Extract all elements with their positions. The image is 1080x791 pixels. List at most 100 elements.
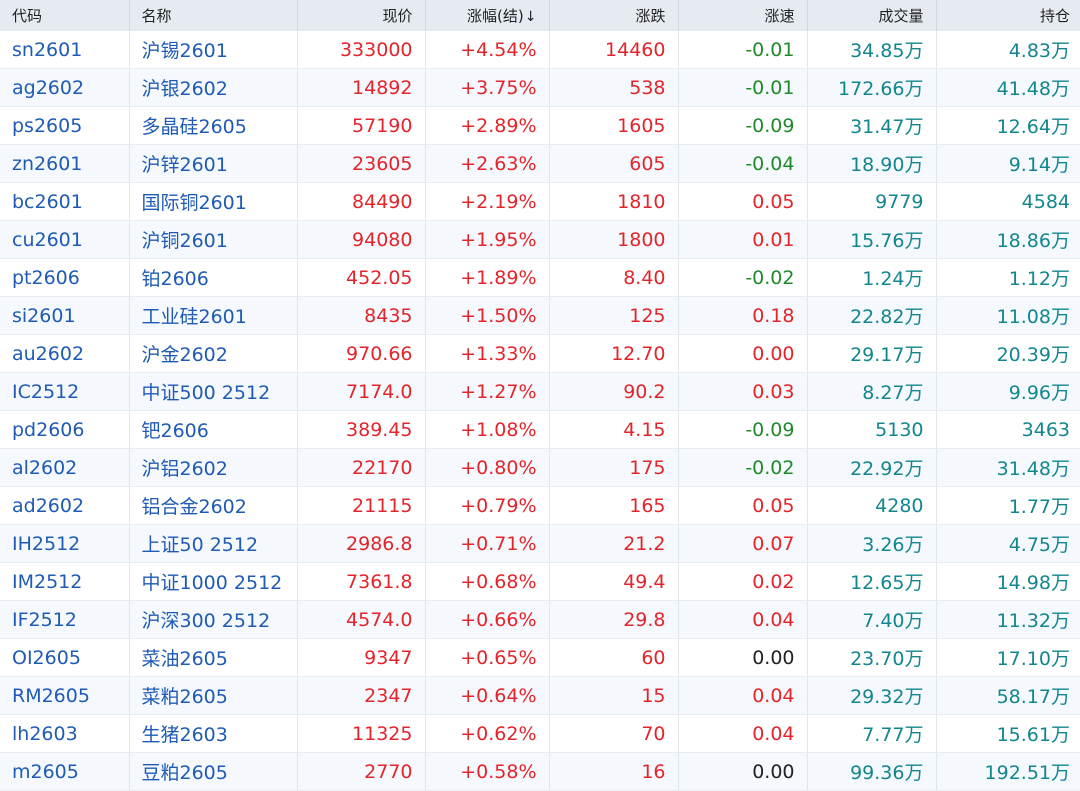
cell-speed: -0.02 bbox=[678, 448, 808, 487]
table-row[interactable]: pd2606 钯2606 389.45 +1.08% 4.15 -0.09 5130 3463 bbox=[0, 410, 1080, 449]
cell-volume: 29.32万 bbox=[807, 676, 937, 715]
cell-name: 国际铜2601 bbox=[129, 182, 298, 221]
cell-code: bc2601 bbox=[0, 182, 130, 221]
cell-name: 沪银2602 bbox=[129, 68, 298, 107]
cell-change: 29.8 bbox=[549, 600, 679, 639]
table-row[interactable]: IH2512 上证50 2512 2986.8 +0.71% 21.2 0.07 3.26万… bbox=[0, 524, 1080, 563]
cell-price: 21115 bbox=[297, 486, 426, 525]
cell-price: 7174.0 bbox=[297, 372, 426, 411]
table-row[interactable]: ag2602 沪银2602 14892 +3.75% 538 -0.01 172.66万 41… bbox=[0, 68, 1080, 107]
table-row[interactable]: al2602 沪铝2602 22170 +0.80% 175 -0.02 22.92万 31.… bbox=[0, 448, 1080, 487]
cell-change-pct: +1.27% bbox=[425, 372, 550, 411]
cell-name: 沪铝2602 bbox=[129, 448, 298, 487]
table-row[interactable]: si2601 工业硅2601 8435 +1.50% 125 0.18 22.82万 11.0… bbox=[0, 296, 1080, 335]
cell-name: 沪铜2601 bbox=[129, 220, 298, 259]
table-row[interactable]: cu2601 沪铜2601 94080 +1.95% 1800 0.01 15.76万 18.… bbox=[0, 220, 1080, 259]
cell-change: 1605 bbox=[549, 106, 679, 145]
cell-volume: 18.90万 bbox=[807, 144, 937, 183]
cell-speed: -0.09 bbox=[678, 410, 808, 449]
cell-volume: 4280 bbox=[807, 486, 937, 525]
cell-open-interest: 31.48万 bbox=[936, 448, 1080, 487]
cell-change: 605 bbox=[549, 144, 679, 183]
table-row[interactable]: IM2512 中证1000 2512 7361.8 +0.68% 49.4 0.02 12.… bbox=[0, 562, 1080, 601]
cell-volume: 12.65万 bbox=[807, 562, 937, 601]
cell-open-interest: 3463 bbox=[936, 410, 1080, 449]
cell-volume: 15.76万 bbox=[807, 220, 937, 259]
header-label: 代码 bbox=[12, 7, 43, 25]
cell-change: 16 bbox=[549, 752, 679, 791]
cell-name: 生猪2603 bbox=[129, 714, 298, 753]
table-row[interactable]: IF2512 沪深300 2512 4574.0 +0.66% 29.8 0.04 7.40… bbox=[0, 600, 1080, 639]
column-header-speed[interactable]: 涨速 bbox=[678, 0, 808, 31]
table-row[interactable]: zn2601 沪锌2601 23605 +2.63% 605 -0.04 18.90万 9.1… bbox=[0, 144, 1080, 183]
cell-code: IF2512 bbox=[0, 600, 130, 639]
cell-change: 175 bbox=[549, 448, 679, 487]
cell-open-interest: 11.08万 bbox=[936, 296, 1080, 335]
cell-speed: -0.09 bbox=[678, 106, 808, 145]
header-label: 持仓 bbox=[1039, 7, 1070, 25]
cell-open-interest: 4.83万 bbox=[936, 31, 1080, 69]
column-header-open-interest[interactable]: 持仓 bbox=[936, 0, 1080, 31]
column-header-price[interactable]: 现价 bbox=[297, 0, 426, 31]
cell-price: 84490 bbox=[297, 182, 426, 221]
table-row[interactable]: pt2606 铂2606 452.05 +1.89% 8.40 -0.02 1.24万 1.1… bbox=[0, 258, 1080, 297]
table-row[interactable]: sn2601 沪锡2601 333000 +4.54% 14460 -0.01 34.85万… bbox=[0, 31, 1080, 69]
cell-speed: 0.02 bbox=[678, 562, 808, 601]
cell-change: 12.70 bbox=[549, 334, 679, 373]
table-row[interactable]: au2602 沪金2602 970.66 +1.33% 12.70 0.00 29.17万 2… bbox=[0, 334, 1080, 373]
column-header-code[interactable]: 代码 bbox=[0, 0, 130, 31]
cell-volume: 34.85万 bbox=[807, 31, 937, 69]
cell-speed: -0.02 bbox=[678, 258, 808, 297]
cell-open-interest: 9.96万 bbox=[936, 372, 1080, 411]
column-header-change-pct[interactable]: 涨幅(结)↓ bbox=[425, 0, 550, 31]
cell-speed: 0.04 bbox=[678, 600, 808, 639]
cell-name: 沪金2602 bbox=[129, 334, 298, 373]
cell-change-pct: +0.64% bbox=[425, 676, 550, 715]
table-row[interactable]: ps2605 多晶硅2605 57190 +2.89% 1605 -0.09 31.47万 1… bbox=[0, 106, 1080, 145]
cell-name: 钯2606 bbox=[129, 410, 298, 449]
table-row[interactable]: IC2512 中证500 2512 7174.0 +1.27% 90.2 0.03 8.27… bbox=[0, 372, 1080, 411]
cell-speed: -0.01 bbox=[678, 31, 808, 69]
cell-name: 铝合金2602 bbox=[129, 486, 298, 525]
cell-code: al2602 bbox=[0, 448, 130, 487]
table-row[interactable]: RM2605 菜粕2605 2347 +0.64% 15 0.04 29.32万 58.17万 bbox=[0, 676, 1080, 715]
cell-change-pct: +0.79% bbox=[425, 486, 550, 525]
table-row[interactable]: lh2603 生猪2603 11325 +0.62% 70 0.04 7.77万 15.61万 bbox=[0, 714, 1080, 753]
cell-volume: 22.92万 bbox=[807, 448, 937, 487]
column-header-volume[interactable]: 成交量 bbox=[807, 0, 937, 31]
cell-change: 8.40 bbox=[549, 258, 679, 297]
table-row[interactable]: bc2601 国际铜2601 84490 +2.19% 1810 0.05 9779 4584 bbox=[0, 182, 1080, 221]
cell-change-pct: +2.19% bbox=[425, 182, 550, 221]
cell-name: 工业硅2601 bbox=[129, 296, 298, 335]
cell-name: 豆粕2605 bbox=[129, 752, 298, 791]
cell-change-pct: +2.89% bbox=[425, 106, 550, 145]
header-label: 涨幅(结) bbox=[467, 7, 524, 25]
cell-change-pct: +3.75% bbox=[425, 68, 550, 107]
cell-price: 22170 bbox=[297, 448, 426, 487]
cell-name: 中证500 2512 bbox=[129, 372, 298, 411]
cell-code: lh2603 bbox=[0, 714, 130, 753]
cell-code: si2601 bbox=[0, 296, 130, 335]
header-label: 涨速 bbox=[764, 7, 795, 25]
cell-price: 9347 bbox=[297, 638, 426, 677]
table-row[interactable]: ad2602 铝合金2602 21115 +0.79% 165 0.05 4280 1.77万 bbox=[0, 486, 1080, 525]
column-header-name[interactable]: 名称 bbox=[129, 0, 298, 31]
cell-name: 中证1000 2512 bbox=[129, 562, 298, 601]
cell-price: 970.66 bbox=[297, 334, 426, 373]
cell-change: 1800 bbox=[549, 220, 679, 259]
table-row[interactable]: OI2605 菜油2605 9347 +0.65% 60 0.00 23.70万 17.10万 bbox=[0, 638, 1080, 677]
cell-code: ag2602 bbox=[0, 68, 130, 107]
cell-code: RM2605 bbox=[0, 676, 130, 715]
cell-open-interest: 4.75万 bbox=[936, 524, 1080, 563]
cell-code: pd2606 bbox=[0, 410, 130, 449]
cell-name: 沪锌2601 bbox=[129, 144, 298, 183]
cell-open-interest: 192.51万 bbox=[936, 752, 1080, 791]
column-header-change[interactable]: 涨跌 bbox=[549, 0, 679, 31]
header-label: 现价 bbox=[382, 7, 413, 25]
cell-open-interest: 14.98万 bbox=[936, 562, 1080, 601]
cell-change: 1810 bbox=[549, 182, 679, 221]
cell-speed: 0.01 bbox=[678, 220, 808, 259]
table-row[interactable]: m2605 豆粕2605 2770 +0.58% 16 0.00 99.36万 192.51万 bbox=[0, 752, 1080, 791]
cell-change-pct: +0.58% bbox=[425, 752, 550, 791]
